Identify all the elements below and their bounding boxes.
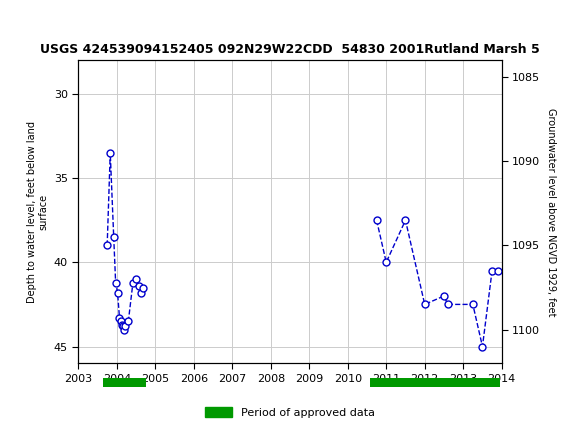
Y-axis label: Depth to water level, feet below land
surface: Depth to water level, feet below land su…: [27, 121, 48, 303]
Y-axis label: Groundwater level above NGVD 1929, feet: Groundwater level above NGVD 1929, feet: [546, 108, 556, 316]
Title: USGS 424539094152405 092N29W22CDD  54830 2001Rutland Marsh 5: USGS 424539094152405 092N29W22CDD 54830 …: [40, 43, 540, 56]
Legend: Period of approved data: Period of approved data: [200, 403, 380, 422]
Text: USGS: USGS: [49, 14, 104, 31]
